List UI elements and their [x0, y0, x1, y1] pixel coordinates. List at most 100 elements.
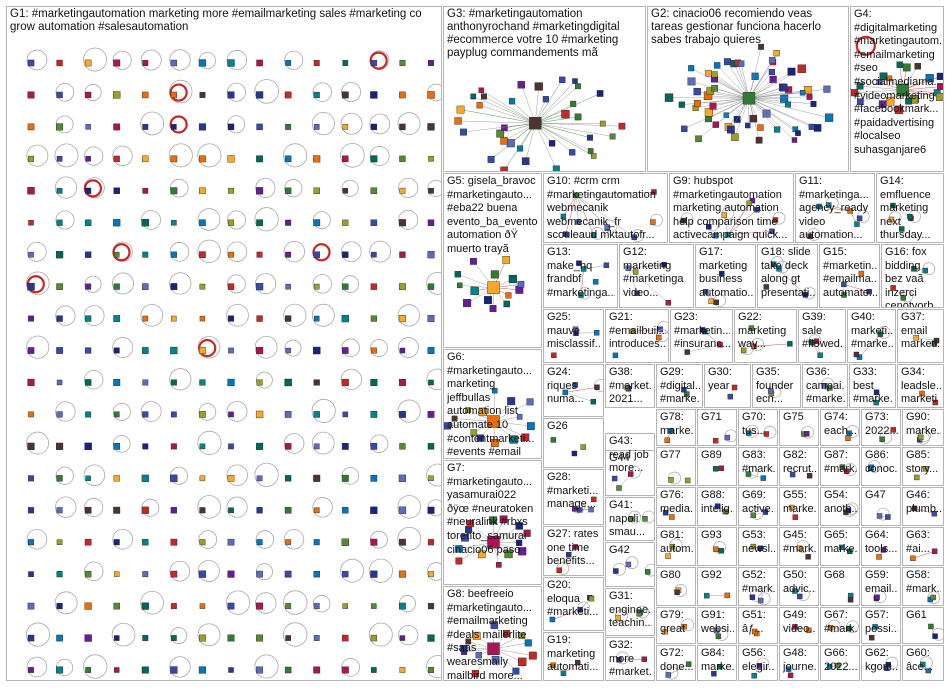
- graph-node: [199, 634, 206, 642]
- graph-node: [227, 283, 235, 290]
- group-label: G52: #mark...: [742, 569, 775, 595]
- graph-edge: [535, 122, 594, 157]
- graph-node: [370, 91, 378, 99]
- self-loop: [55, 466, 74, 485]
- graph-node: [876, 554, 882, 560]
- graph-node: [808, 123, 815, 130]
- group-label: G93: [701, 529, 722, 541]
- graph-node: [427, 315, 435, 323]
- graph-edge: [565, 387, 598, 393]
- graph-node: [592, 279, 599, 285]
- graph-node: [28, 155, 34, 162]
- graph-node: [342, 603, 348, 609]
- graph-node: [768, 68, 775, 76]
- graph-node: [478, 407, 488, 417]
- group-g57: G57: possi...: [861, 607, 901, 644]
- self-loop: [370, 339, 388, 357]
- group-g93: G93: [697, 527, 737, 566]
- group-g1: G1: #marketingautomation marketing more …: [6, 6, 442, 681]
- graph-node: [631, 234, 637, 241]
- group-graph: [839, 544, 853, 555]
- graph-edge: [902, 76, 941, 91]
- graph-node: [721, 212, 728, 218]
- graph-node: [854, 221, 860, 227]
- group-g76: G76: media...: [656, 487, 696, 526]
- group-graph: [662, 618, 695, 635]
- group-label: G6: #marketingauto... marketing jeffbull…: [447, 351, 538, 459]
- group-graph: [910, 548, 938, 562]
- graph-node: [285, 603, 292, 610]
- graph-node: [712, 121, 719, 128]
- self-loop: [254, 335, 278, 359]
- graph-node: [693, 87, 701, 96]
- graph-node: [256, 666, 264, 674]
- self-loop: [197, 143, 222, 168]
- graph-node: [284, 666, 292, 674]
- self-loop: [25, 622, 51, 647]
- graph-node: [228, 507, 234, 514]
- graph-node: [827, 625, 834, 631]
- group-g70: G70: tus...: [738, 409, 778, 446]
- group-label: G55: marke...: [783, 489, 816, 515]
- graph-node: [170, 155, 178, 163]
- graph-node: [708, 298, 714, 305]
- graph-node: [342, 571, 349, 578]
- graph-node: [665, 300, 672, 306]
- self-loop: [283, 529, 305, 550]
- self-loop: [83, 179, 103, 198]
- graph-node: [526, 398, 534, 406]
- graph-node: [727, 393, 734, 400]
- graph-node: [341, 91, 349, 99]
- graph-node: [27, 123, 35, 131]
- graph-node: [704, 108, 713, 117]
- graph-node: [465, 638, 472, 645]
- graph-node: [755, 136, 763, 144]
- graph-node: [717, 664, 723, 670]
- group-graph: [616, 651, 647, 665]
- group-g46: G46: plumb...: [902, 487, 944, 526]
- group-label: G64: tools...: [865, 529, 898, 555]
- graph-node: [27, 602, 35, 610]
- self-loop: [369, 434, 389, 453]
- graph-node: [572, 506, 578, 512]
- self-loop: [397, 526, 422, 551]
- graph-node: [888, 216, 895, 223]
- graph-node: [885, 662, 892, 668]
- graph-node: [56, 603, 63, 610]
- graph-node: [919, 390, 925, 397]
- graph-node: [678, 101, 685, 108]
- graph-node: [711, 671, 717, 677]
- group-graph: [572, 496, 597, 514]
- graph-node: [587, 148, 594, 154]
- self-loop: [197, 239, 221, 263]
- group-graph: [549, 595, 595, 623]
- graph-node: [466, 519, 474, 528]
- group-label: G80: [660, 569, 681, 581]
- graph-node: [285, 283, 291, 290]
- graph-node: [55, 442, 64, 450]
- graph-node: [398, 570, 406, 578]
- graph-node: [500, 166, 508, 171]
- graph-edge: [576, 191, 654, 196]
- graph-edge: [447, 421, 494, 427]
- graph-node: [227, 634, 235, 642]
- group-graph: [785, 666, 794, 679]
- group-label: G67: #mark...: [824, 609, 857, 635]
- graph-edge: [708, 98, 750, 113]
- graph-edge: [535, 116, 579, 124]
- graph-node: [142, 539, 149, 546]
- graph-node: [785, 666, 792, 672]
- graph-node: [27, 347, 35, 354]
- graph-node: [572, 326, 579, 332]
- group-label: G77: [660, 449, 681, 461]
- graph-node: [518, 632, 525, 639]
- self-loop: [54, 591, 78, 615]
- graph-node: [476, 102, 483, 109]
- group-label: G79: great: [660, 609, 687, 635]
- group-g15: G15: #marketin... #emailma... automate..…: [819, 244, 880, 308]
- graph-edge: [902, 86, 941, 91]
- graph-edge: [463, 122, 536, 133]
- graph-node: [711, 84, 718, 92]
- graph-node: [491, 655, 500, 664]
- graph-node: [56, 123, 64, 131]
